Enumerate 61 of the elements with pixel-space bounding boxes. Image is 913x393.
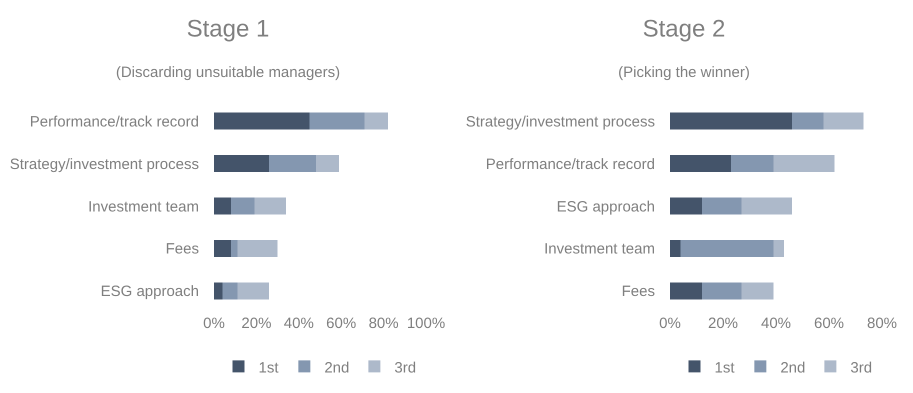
- chart-subtitle: (Discarding unsuitable managers): [116, 64, 340, 81]
- x-tick-label: 40%: [760, 315, 792, 332]
- bar: [364, 112, 388, 130]
- bar: [237, 240, 278, 257]
- bar: [742, 198, 792, 214]
- y-tick-label: ESG approach: [556, 198, 655, 216]
- bar: [214, 155, 270, 172]
- x-tick-label: 80%: [866, 315, 898, 332]
- x-tick-label: 60%: [326, 315, 356, 332]
- x-tick-label: 100%: [406, 315, 446, 332]
- x-tick-label: 20%: [708, 315, 738, 332]
- bar: [237, 282, 270, 300]
- chart-title: Stage 1: [186, 15, 270, 42]
- x-tick-label: 0%: [203, 315, 225, 332]
- bar: [730, 155, 774, 172]
- bar: [792, 112, 824, 130]
- y-tick-label: Investment team: [88, 198, 199, 216]
- bar: [214, 198, 231, 214]
- bar: [316, 155, 340, 172]
- bar: [214, 282, 222, 300]
- bar: [214, 112, 310, 130]
- bar: [254, 198, 286, 214]
- y-tick-label: ESG approach: [100, 283, 199, 300]
- x-tick-label: 60%: [814, 315, 844, 332]
- y-tick-label: Performance/track record: [486, 156, 655, 173]
- legend-label: 2nd: [780, 359, 806, 376]
- y-tick-label: Fees: [166, 240, 199, 258]
- bar: [824, 112, 864, 130]
- bar: [742, 282, 774, 300]
- bar: [773, 240, 784, 257]
- x-tick-label: 80%: [368, 315, 399, 332]
- x-tick-label: 40%: [284, 315, 314, 332]
- bar: [309, 112, 365, 130]
- bar: [269, 155, 316, 172]
- legend-label: 2nd: [324, 359, 350, 376]
- bar: [670, 282, 702, 300]
- y-tick-label: Fees: [622, 283, 655, 300]
- bar: [230, 198, 254, 214]
- legend-label: 1st: [258, 359, 280, 376]
- chart-title: Stage 2: [642, 15, 726, 42]
- bar: [702, 198, 742, 214]
- bar: [670, 198, 702, 214]
- y-tick-label: Strategy/investment process: [10, 156, 199, 173]
- bar: [670, 112, 792, 130]
- bar: [670, 155, 731, 172]
- bar: [702, 282, 742, 300]
- y-tick-label: Strategy/investment process: [466, 113, 655, 130]
- chart-subtitle: (Picking the winner): [618, 64, 750, 81]
- legend-label: 3rd: [394, 359, 416, 376]
- y-tick-label: Investment team: [544, 240, 655, 258]
- bar: [680, 240, 774, 257]
- legend-label: 1st: [714, 359, 736, 376]
- x-tick-label: 0%: [659, 315, 681, 332]
- bar: [222, 282, 238, 300]
- bar: [214, 240, 231, 257]
- legend-label: 3rd: [850, 359, 872, 376]
- bar: [230, 240, 238, 257]
- y-tick-label: Performance/track record: [30, 113, 199, 130]
- x-tick-label: 20%: [241, 315, 272, 332]
- bar: [670, 240, 681, 257]
- bar: [773, 155, 834, 172]
